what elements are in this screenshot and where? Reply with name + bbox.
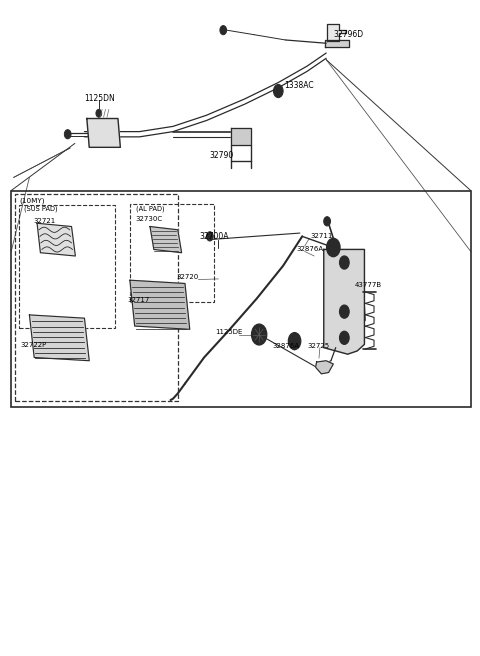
Text: (10MY): (10MY) xyxy=(19,197,44,203)
Circle shape xyxy=(324,216,330,226)
Circle shape xyxy=(64,130,71,139)
Circle shape xyxy=(274,85,283,98)
Circle shape xyxy=(326,238,340,256)
Polygon shape xyxy=(29,315,89,361)
Text: 1125DE: 1125DE xyxy=(215,329,242,335)
Polygon shape xyxy=(130,280,190,329)
Circle shape xyxy=(288,333,301,350)
Circle shape xyxy=(342,259,347,266)
Bar xyxy=(15,194,178,401)
Polygon shape xyxy=(327,24,346,41)
Text: (SUS PAD): (SUS PAD) xyxy=(24,205,57,212)
Polygon shape xyxy=(231,129,251,145)
Circle shape xyxy=(292,337,298,345)
Text: 32876A: 32876A xyxy=(296,246,323,252)
Text: 32721: 32721 xyxy=(33,218,56,224)
Text: 1338AC: 1338AC xyxy=(285,81,314,91)
Polygon shape xyxy=(316,361,333,374)
Text: 43777B: 43777B xyxy=(355,283,382,289)
Text: 32711: 32711 xyxy=(311,233,333,239)
Circle shape xyxy=(220,26,227,35)
Text: 32722P: 32722P xyxy=(21,342,47,348)
Polygon shape xyxy=(37,223,75,256)
Polygon shape xyxy=(324,40,348,47)
Text: 32790: 32790 xyxy=(210,151,234,159)
Polygon shape xyxy=(150,226,181,253)
Circle shape xyxy=(255,329,264,340)
Circle shape xyxy=(330,243,336,252)
Text: (AL PAD): (AL PAD) xyxy=(136,205,164,212)
Text: 32796D: 32796D xyxy=(333,30,363,39)
Circle shape xyxy=(96,110,102,117)
Circle shape xyxy=(342,308,347,315)
Circle shape xyxy=(206,232,213,241)
Circle shape xyxy=(252,324,267,345)
Text: 32876A: 32876A xyxy=(273,342,300,349)
Circle shape xyxy=(339,305,349,318)
Text: 32720: 32720 xyxy=(177,274,199,280)
Polygon shape xyxy=(324,249,364,354)
Circle shape xyxy=(339,331,349,344)
Text: 32725: 32725 xyxy=(307,342,329,349)
Text: 32717: 32717 xyxy=(127,297,149,303)
Bar xyxy=(19,205,115,328)
Polygon shape xyxy=(87,119,120,148)
Circle shape xyxy=(342,335,347,341)
Circle shape xyxy=(339,256,349,269)
Text: 32700A: 32700A xyxy=(199,232,229,241)
Bar xyxy=(11,190,471,407)
Text: 1125DN: 1125DN xyxy=(84,94,115,104)
Bar xyxy=(130,203,214,302)
Text: 32730C: 32730C xyxy=(136,216,163,222)
Circle shape xyxy=(276,88,281,94)
